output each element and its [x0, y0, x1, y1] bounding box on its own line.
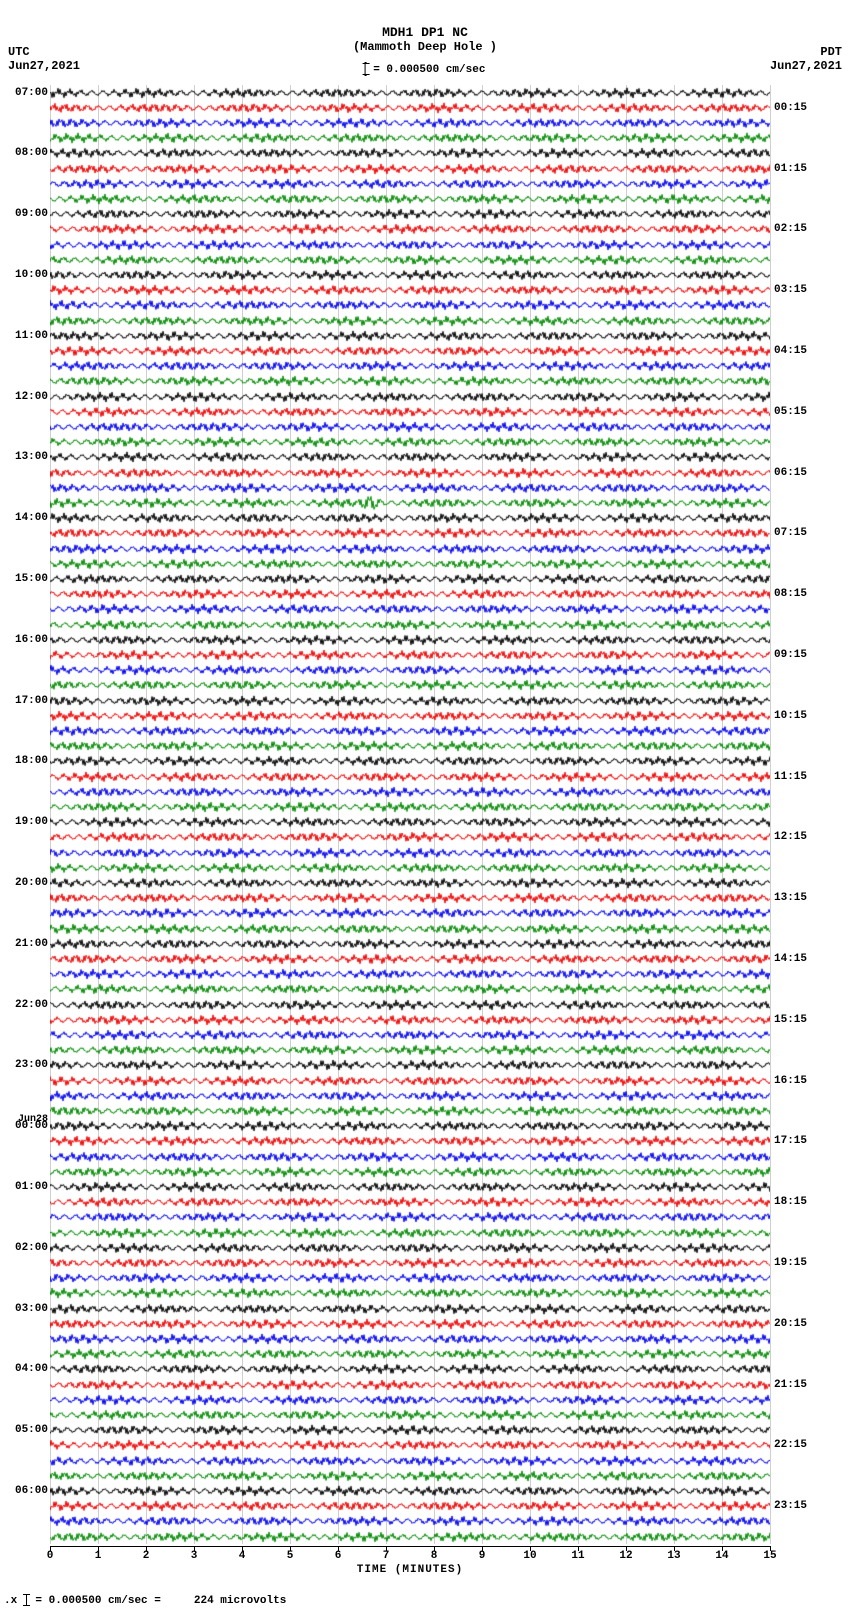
tz-right: PDT Jun27,2021: [770, 45, 842, 73]
x-tick-label: 13: [667, 1550, 680, 1562]
pdt-time-label: 20:15: [774, 1318, 834, 1330]
utc-time-label: 11:00: [0, 330, 48, 342]
utc-time-label: 06:00: [0, 1485, 48, 1497]
utc-time-label: 01:00: [0, 1181, 48, 1193]
pdt-time-label: 01:15: [774, 163, 834, 175]
pdt-time-label: 03:15: [774, 284, 834, 296]
pdt-time-label: 15:15: [774, 1014, 834, 1026]
utc-time-label: 13:00: [0, 451, 48, 463]
utc-time-label: 22:00: [0, 999, 48, 1011]
pdt-time-label: 22:15: [774, 1439, 834, 1451]
x-tick-label: 6: [335, 1550, 342, 1562]
footer-left: = 0.000500 cm/sec =: [35, 1595, 160, 1607]
station-name: (Mammoth Deep Hole ): [0, 40, 850, 54]
pdt-time-label: 11:15: [774, 771, 834, 783]
tz-left-date: Jun27,2021: [8, 59, 80, 73]
pdt-time-label: 02:15: [774, 223, 834, 235]
x-tick-label: 12: [619, 1550, 632, 1562]
utc-time-label: 12:00: [0, 391, 48, 403]
utc-time-label: 16:00: [0, 634, 48, 646]
footer-right: 224 microvolts: [194, 1595, 286, 1607]
x-tick-label: 11: [571, 1550, 584, 1562]
utc-time-label: 20:00: [0, 877, 48, 889]
utc-time-label: 17:00: [0, 695, 48, 707]
pdt-time-label: 21:15: [774, 1379, 834, 1391]
pdt-time-label: 08:15: [774, 588, 834, 600]
x-tick-label: 7: [383, 1550, 390, 1562]
x-tick-label: 4: [239, 1550, 246, 1562]
utc-time-label: 02:00: [0, 1242, 48, 1254]
tz-left: UTC Jun27,2021: [8, 45, 80, 73]
x-axis-line: [50, 1546, 770, 1547]
date-rollover-label: Jun28: [0, 1114, 48, 1125]
tz-right-date: Jun27,2021: [770, 59, 842, 73]
tz-right-tz: PDT: [770, 45, 842, 59]
pdt-time-label: 04:15: [774, 345, 834, 357]
pdt-time-label: 09:15: [774, 649, 834, 661]
pdt-time-label: 10:15: [774, 710, 834, 722]
minute-gridline: [770, 85, 771, 1544]
helicorder-plot: [50, 85, 770, 1545]
pdt-time-label: 19:15: [774, 1257, 834, 1269]
utc-time-label: 08:00: [0, 147, 48, 159]
utc-time-label: 05:00: [0, 1424, 48, 1436]
footer: .x = 0.000500 cm/sec = 224 microvolts: [4, 1594, 286, 1607]
utc-time-label: 15:00: [0, 573, 48, 585]
pdt-time-label: 14:15: [774, 953, 834, 965]
pdt-time-label: 18:15: [774, 1196, 834, 1208]
utc-time-label: 07:00: [0, 87, 48, 99]
pdt-time-label: 17:15: [774, 1135, 834, 1147]
utc-time-label: 14:00: [0, 512, 48, 524]
header: MDH1 DP1 NC (Mammoth Deep Hole ): [0, 25, 850, 54]
utc-time-label: 10:00: [0, 269, 48, 281]
x-axis-title: TIME (MINUTES): [357, 1564, 463, 1576]
x-tick-label: 8: [431, 1550, 438, 1562]
x-tick-label: 10: [523, 1550, 536, 1562]
utc-time-label: 18:00: [0, 755, 48, 767]
pdt-time-label: 23:15: [774, 1500, 834, 1512]
pdt-time-label: 06:15: [774, 467, 834, 479]
x-tick-label: 14: [715, 1550, 728, 1562]
pdt-time-label: 12:15: [774, 831, 834, 843]
utc-time-label: 19:00: [0, 816, 48, 828]
seismic-trace: [50, 1525, 770, 1549]
pdt-time-label: 13:15: [774, 892, 834, 904]
pdt-time-label: 05:15: [774, 406, 834, 418]
x-tick-label: 0: [47, 1550, 54, 1562]
x-tick-label: 3: [191, 1550, 198, 1562]
utc-time-label: 21:00: [0, 938, 48, 950]
footer-bar-icon: [26, 1594, 27, 1606]
seismogram-page: MDH1 DP1 NC (Mammoth Deep Hole ) = 0.000…: [0, 0, 850, 1613]
x-tick-label: 5: [287, 1550, 294, 1562]
utc-time-label: 03:00: [0, 1303, 48, 1315]
pdt-time-label: 07:15: [774, 527, 834, 539]
footer-prefix: .x: [4, 1595, 24, 1607]
x-tick-label: 9: [479, 1550, 486, 1562]
pdt-time-label: 16:15: [774, 1075, 834, 1087]
x-tick-label: 1: [95, 1550, 102, 1562]
pdt-time-label: 00:15: [774, 102, 834, 114]
scale-label: = 0.000500 cm/sec: [373, 64, 485, 76]
utc-time-label: 23:00: [0, 1059, 48, 1071]
scale-note: = 0.000500 cm/sec: [365, 62, 486, 76]
station-code: MDH1 DP1 NC: [0, 25, 850, 40]
tz-left-tz: UTC: [8, 45, 80, 59]
utc-time-label: 09:00: [0, 208, 48, 220]
x-tick-label: 2: [143, 1550, 150, 1562]
utc-time-label: 04:00: [0, 1363, 48, 1375]
scale-bar-icon: [365, 62, 367, 76]
x-tick-label: 15: [763, 1550, 776, 1562]
